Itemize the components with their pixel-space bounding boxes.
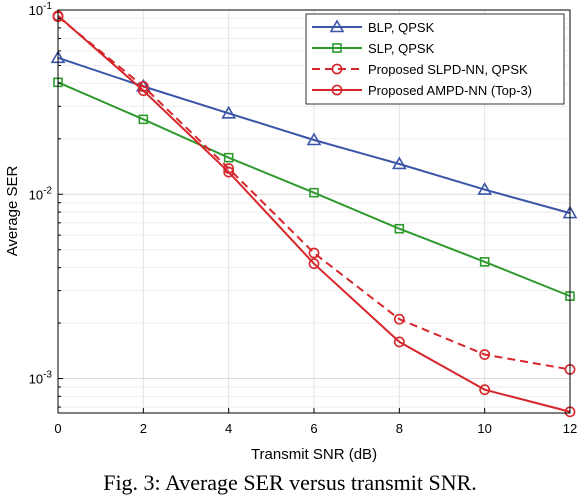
- legend-marker: [331, 84, 343, 96]
- legend-item: Proposed AMPD-NN (Top-3): [312, 83, 532, 98]
- ticks: 0 2 4 6 8 10 12 10-1 10-2 10-3: [29, 1, 578, 436]
- x-axis-label: Transmit SNR (dB): [251, 446, 377, 463]
- data-point: [138, 114, 149, 125]
- data-point: [306, 132, 322, 146]
- legend-label: BLP, QPSK: [368, 20, 435, 35]
- data-point: [479, 257, 490, 267]
- data-point: [223, 166, 235, 178]
- series-layer: [50, 10, 578, 418]
- x-tick-label: 6: [310, 421, 317, 436]
- legend: BLP, QPSK SLP, QPSK Proposed SLPD-NN, QPSK…: [305, 13, 565, 105]
- x-tick-label: 0: [54, 421, 61, 436]
- series-line: [57, 81, 571, 298]
- legend-marker: [331, 63, 343, 75]
- data-point: [309, 187, 319, 198]
- data-point: [137, 85, 149, 97]
- legend-item: Proposed SLPD-NN, QPSK: [312, 62, 528, 77]
- data-point: [479, 384, 491, 396]
- x-tick-label: 12: [563, 421, 577, 436]
- data-point: [393, 336, 405, 348]
- data-point: [479, 349, 491, 360]
- y-axis-label: Average SER: [4, 166, 21, 257]
- y-tick-label: 10-3: [29, 370, 53, 387]
- data-point: [477, 181, 493, 195]
- legend-marker: [329, 19, 345, 33]
- x-tick-label: 4: [225, 421, 232, 436]
- series-2: [53, 77, 575, 301]
- legend-label: Proposed SLPD-NN, QPSK: [368, 62, 528, 77]
- x-tick-label: 10: [477, 421, 491, 436]
- series-line: [57, 15, 571, 413]
- data-point: [221, 105, 237, 119]
- x-tick-label: 8: [396, 421, 403, 436]
- legend-item: SLP, QPSK: [312, 41, 435, 56]
- data-point: [394, 223, 405, 234]
- data-point: [223, 152, 234, 163]
- data-point: [308, 258, 320, 270]
- data-point: [391, 156, 407, 170]
- data-point: [393, 313, 405, 325]
- data-point: [308, 247, 320, 259]
- y-tick-label: 10-2: [29, 185, 53, 202]
- legend-label: SLP, QPSK: [368, 41, 435, 56]
- legend-marker: [332, 43, 342, 53]
- legend-label: Proposed AMPD-NN (Top-3): [368, 83, 532, 98]
- figure-caption: Fig. 3: Average SER versus transmit SNR.: [103, 470, 477, 495]
- x-tick-label: 2: [140, 421, 147, 436]
- legend-item: BLP, QPSK: [312, 19, 435, 35]
- y-tick-label: 10-1: [29, 1, 53, 18]
